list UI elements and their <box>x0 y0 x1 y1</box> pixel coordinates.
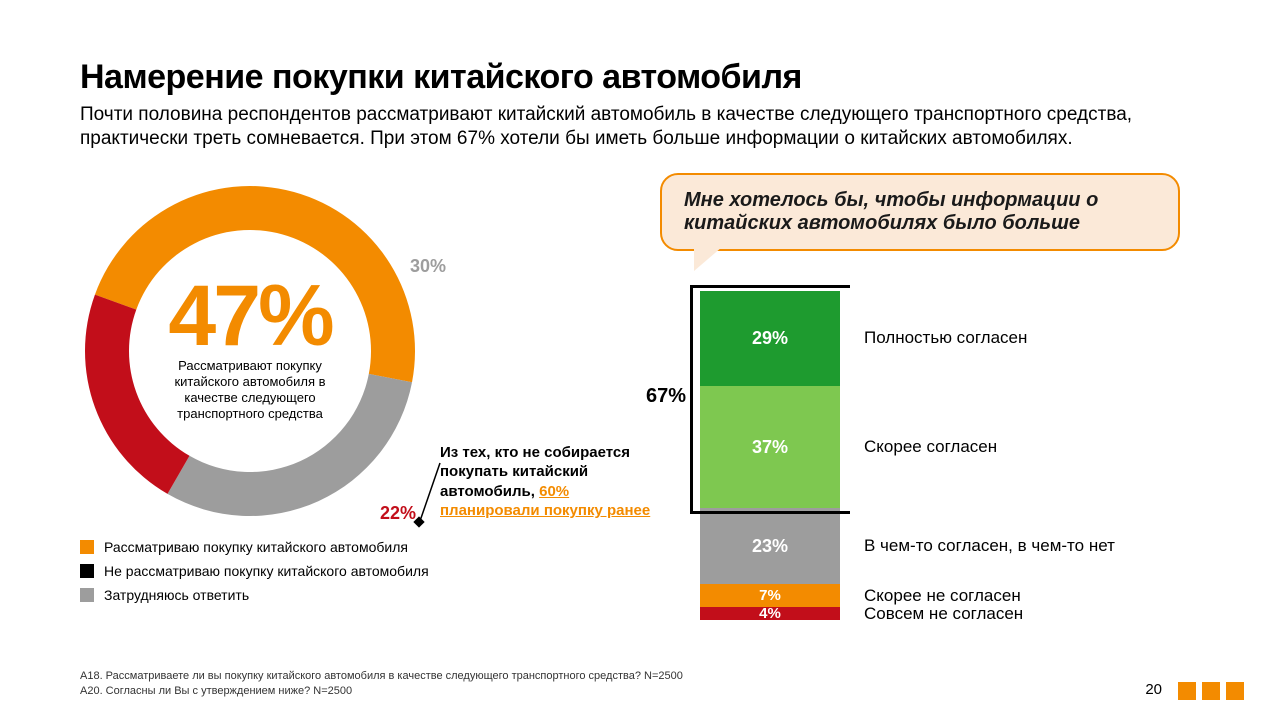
page-number: 20 <box>1145 681 1162 698</box>
bubble-tail <box>694 247 722 271</box>
content-row: 47% Рассматривают покупку китайского авт… <box>80 173 1200 621</box>
stacked-bar-column: 67% 29%37%23%7%4% <box>700 291 840 621</box>
stack-segment-label: В чем-то согласен, в чем-то нет <box>864 508 1115 584</box>
stack-segment: 23% <box>700 508 840 584</box>
right-panel: Мне хотелось бы, чтобы информации о кита… <box>640 173 1200 621</box>
donut-chart: 47% Рассматривают покупку китайского авт… <box>80 181 420 521</box>
slide: Намерение покупки китайского автомобиля … <box>0 0 1280 720</box>
footnotes: A18. Рассматриваете ли вы покупку китайс… <box>80 669 683 698</box>
speech-bubble-text: Мне хотелось бы, чтобы информации о кита… <box>684 189 1098 234</box>
stack-segment: 7% <box>700 584 840 607</box>
page-subtitle: Почти половина респондентов рассматриваю… <box>80 103 1170 151</box>
speech-bubble: Мне хотелось бы, чтобы информации о кита… <box>660 173 1180 251</box>
donut-center: 47% Рассматривают покупку китайского авт… <box>80 181 420 521</box>
legend-swatch <box>80 540 94 554</box>
legend-row: Не рассматриваю покупку китайского автом… <box>80 563 640 579</box>
stacked-bar-area: 67% 29%37%23%7%4% Полностью согласенСкор… <box>700 291 1200 621</box>
legend-label: Рассматриваю покупку китайского автомоби… <box>104 539 408 555</box>
bracket-label: 67% <box>628 385 686 408</box>
donut-outer-label: 30% <box>410 256 446 277</box>
legend-swatch <box>80 564 94 578</box>
page-title: Намерение покупки китайского автомобиля <box>80 58 1200 97</box>
legend-swatch <box>80 588 94 602</box>
donut-legend: Рассматриваю покупку китайского автомоби… <box>80 539 640 603</box>
callout-plain: Из тех, кто не собирается покупать китай… <box>440 444 630 500</box>
legend-label: Затрудняюсь ответить <box>104 587 249 603</box>
stack-segment: 4% <box>700 607 840 620</box>
stack-segment-label: Совсем не согласен <box>864 607 1115 620</box>
donut-center-sub: Рассматривают покупку китайского автомоб… <box>155 358 345 423</box>
stack-segment-label: Полностью согласен <box>864 291 1115 387</box>
donut-center-value: 47% <box>168 278 331 355</box>
legend-row: Рассматриваю покупку китайского автомоби… <box>80 539 640 555</box>
footnote-2: A20. Согласны ли Вы с утверждением ниже?… <box>80 684 683 698</box>
stacked-bar-labels: Полностью согласенСкорее согласенВ чем-т… <box>864 291 1115 621</box>
legend-row: Затрудняюсь ответить <box>80 587 640 603</box>
legend-label: Не рассматриваю покупку китайского автом… <box>104 563 429 579</box>
bracket <box>690 285 850 515</box>
stack-segment-label: Скорее согласен <box>864 386 1115 508</box>
callout-text: Из тех, кто не собирается покупать китай… <box>440 443 660 521</box>
footnote-1: A18. Рассматриваете ли вы покупку китайс… <box>80 669 683 683</box>
donut-panel: 47% Рассматривают покупку китайского авт… <box>80 173 640 621</box>
footer-squares <box>1178 682 1244 700</box>
